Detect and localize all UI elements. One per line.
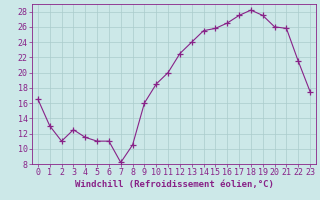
X-axis label: Windchill (Refroidissement éolien,°C): Windchill (Refroidissement éolien,°C) <box>75 180 273 189</box>
